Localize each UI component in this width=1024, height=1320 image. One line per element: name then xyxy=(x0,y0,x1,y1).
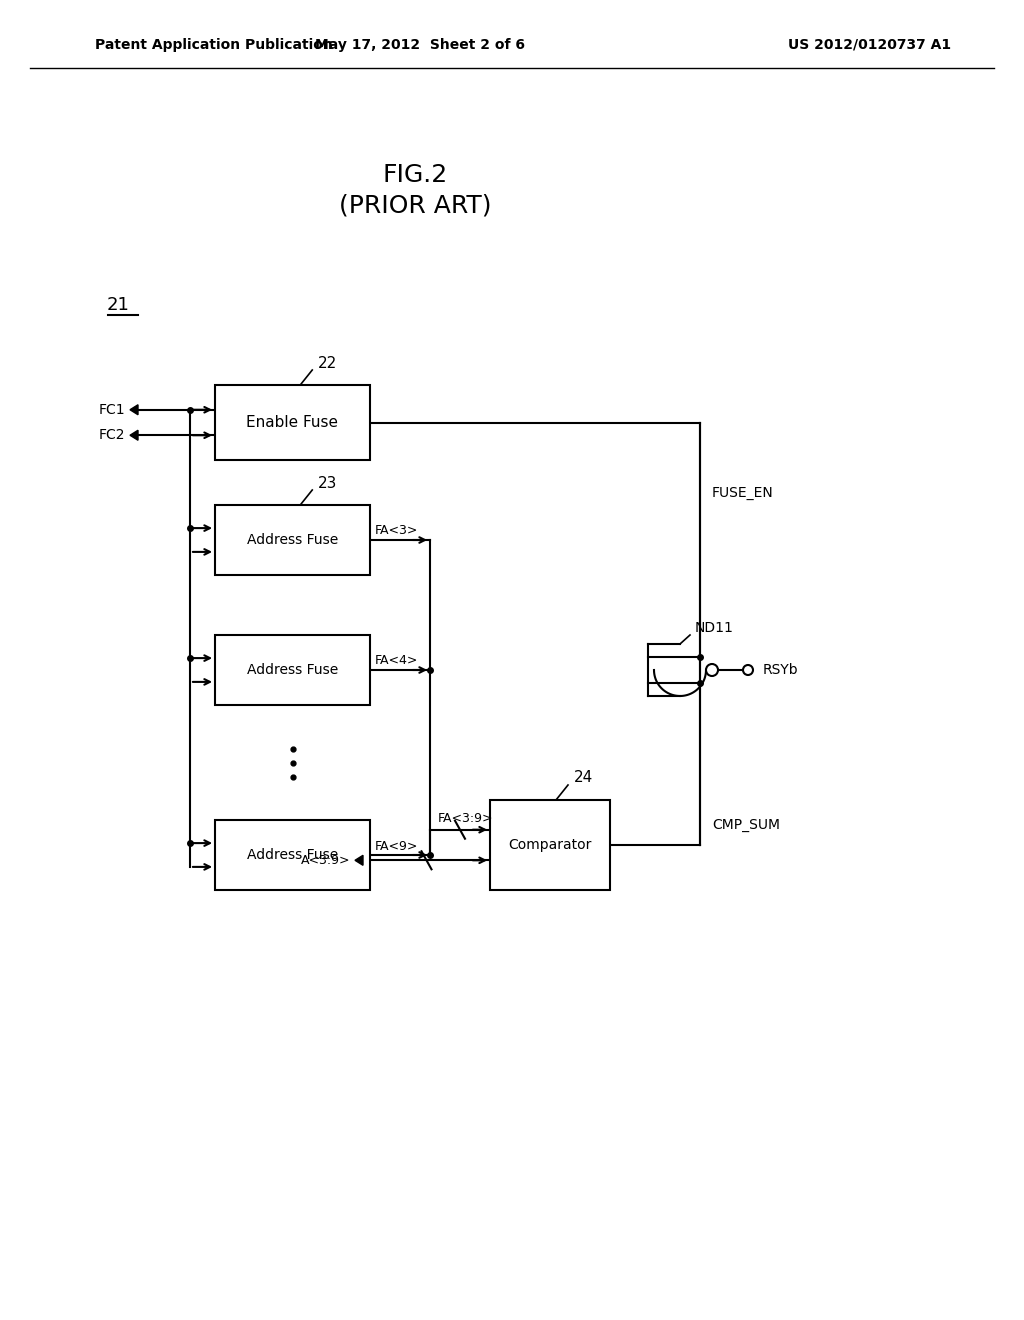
Text: Patent Application Publication: Patent Application Publication xyxy=(95,38,333,51)
Text: FC1: FC1 xyxy=(98,403,125,417)
Polygon shape xyxy=(130,405,138,414)
Text: FC2: FC2 xyxy=(98,428,125,442)
Text: May 17, 2012  Sheet 2 of 6: May 17, 2012 Sheet 2 of 6 xyxy=(315,38,525,51)
Bar xyxy=(490,800,610,890)
Bar xyxy=(215,820,370,890)
Text: Comparator: Comparator xyxy=(508,838,592,851)
Text: Address Fuse: Address Fuse xyxy=(247,847,338,862)
Text: Address Fuse: Address Fuse xyxy=(247,663,338,677)
Text: 21: 21 xyxy=(106,296,129,314)
Text: FA<4>: FA<4> xyxy=(375,655,419,668)
Polygon shape xyxy=(130,430,138,441)
Text: 24: 24 xyxy=(574,771,593,785)
Text: 22: 22 xyxy=(318,355,338,371)
Text: FA<9>: FA<9> xyxy=(375,840,419,853)
Text: (PRIOR ART): (PRIOR ART) xyxy=(339,193,492,216)
Bar xyxy=(215,506,370,576)
Polygon shape xyxy=(355,855,362,866)
Circle shape xyxy=(743,665,753,675)
Text: ND11: ND11 xyxy=(695,620,734,635)
Bar xyxy=(215,635,370,705)
Text: CMP_SUM: CMP_SUM xyxy=(712,818,780,832)
Text: 23: 23 xyxy=(318,475,338,491)
Text: FA<3:9>: FA<3:9> xyxy=(438,812,494,825)
Text: RSYb: RSYb xyxy=(763,663,799,677)
Circle shape xyxy=(706,664,718,676)
Text: Address Fuse: Address Fuse xyxy=(247,533,338,546)
Text: FIG.2: FIG.2 xyxy=(382,162,447,187)
Text: A<3:9>: A<3:9> xyxy=(300,854,350,867)
Bar xyxy=(215,385,370,459)
Text: FUSE_EN: FUSE_EN xyxy=(712,486,774,499)
Text: FA<3>: FA<3> xyxy=(375,524,419,537)
Text: US 2012/0120737 A1: US 2012/0120737 A1 xyxy=(788,38,951,51)
Text: Enable Fuse: Enable Fuse xyxy=(247,414,339,430)
